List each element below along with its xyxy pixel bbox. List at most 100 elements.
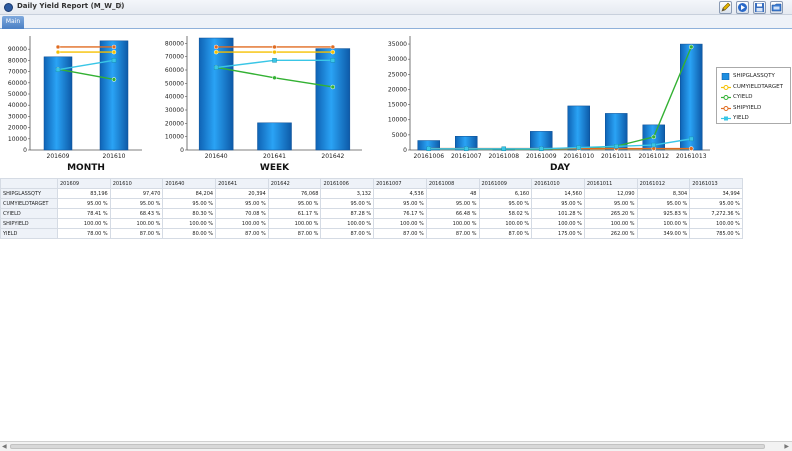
point-cumyieldtarget-201609[interactable] bbox=[55, 49, 61, 55]
table-cell[interactable]: 83,196 bbox=[57, 188, 111, 199]
table-cell[interactable]: 78.00 % bbox=[57, 228, 111, 239]
table-cell[interactable]: 84,204 bbox=[162, 188, 217, 199]
bar-201640[interactable] bbox=[198, 37, 234, 151]
table-cell[interactable]: 175.00 % bbox=[531, 228, 585, 239]
table-cell[interactable]: 100.00 % bbox=[373, 218, 427, 229]
play-button[interactable] bbox=[736, 1, 749, 14]
save-button[interactable] bbox=[753, 1, 766, 14]
point-cumyieldtarget-201642[interactable] bbox=[330, 49, 336, 55]
table-cell[interactable]: 95.00 % bbox=[373, 198, 427, 209]
point-cumyieldtarget-201610[interactable] bbox=[111, 49, 117, 55]
table-cell[interactable]: 66.48 % bbox=[425, 208, 480, 219]
table-cell[interactable]: 34,994 bbox=[689, 188, 743, 199]
table-cell[interactable]: 61.17 % bbox=[267, 208, 322, 219]
bar-201609[interactable] bbox=[43, 56, 73, 151]
table-cell[interactable]: 12,090 bbox=[583, 188, 638, 199]
column-header[interactable]: 20161007 bbox=[373, 178, 427, 189]
table-cell[interactable]: 80.30 % bbox=[162, 208, 217, 219]
column-header[interactable]: 20161008 bbox=[425, 178, 480, 189]
column-header[interactable]: 201640 bbox=[162, 178, 217, 189]
point-cyield-201641[interactable] bbox=[272, 75, 277, 81]
column-header[interactable]: 201641 bbox=[215, 178, 269, 189]
table-cell[interactable]: 87.00 % bbox=[215, 228, 269, 239]
table-cell[interactable]: 6,160 bbox=[478, 188, 533, 199]
table-cell[interactable]: 262.00 % bbox=[583, 228, 638, 239]
point-shipyield-20161013[interactable] bbox=[689, 146, 694, 151]
bar-201642[interactable] bbox=[315, 48, 351, 151]
column-header[interactable]: 20161006 bbox=[320, 178, 375, 189]
table-cell[interactable]: 76.17 % bbox=[373, 208, 427, 219]
table-cell[interactable]: 78.41 % bbox=[57, 208, 111, 219]
point-yield-20161010[interactable] bbox=[576, 145, 581, 150]
point-shipyield-201609[interactable] bbox=[55, 44, 61, 50]
table-cell[interactable]: 95.00 % bbox=[425, 198, 480, 209]
table-cell[interactable]: 87.28 % bbox=[320, 208, 375, 219]
scrollbar-thumb[interactable] bbox=[10, 444, 765, 449]
point-shipyield-201641[interactable] bbox=[272, 44, 277, 50]
scroll-right-icon[interactable]: ▶ bbox=[784, 443, 789, 450]
table-cell[interactable]: 58.02 % bbox=[478, 208, 533, 219]
table-cell[interactable]: 95.00 % bbox=[267, 198, 322, 209]
table-cell[interactable]: 8,304 bbox=[636, 188, 691, 199]
table-cell[interactable]: 100.00 % bbox=[215, 218, 269, 229]
table-cell[interactable]: 100.00 % bbox=[583, 218, 638, 229]
point-cyield-201610[interactable] bbox=[111, 77, 117, 82]
point-yield-20161011[interactable] bbox=[614, 144, 619, 149]
table-cell[interactable]: 100.00 % bbox=[478, 218, 533, 229]
point-yield-20161013[interactable] bbox=[689, 136, 694, 142]
point-yield-201609[interactable] bbox=[55, 67, 61, 72]
point-shipyield-201642[interactable] bbox=[330, 44, 336, 50]
tab-main[interactable]: Main bbox=[2, 16, 24, 29]
table-cell[interactable]: 349.00 % bbox=[636, 228, 691, 239]
table-cell[interactable]: 100.00 % bbox=[689, 218, 743, 229]
table-cell[interactable]: 95.00 % bbox=[583, 198, 638, 209]
table-cell[interactable]: 4,536 bbox=[373, 188, 427, 199]
table-cell[interactable]: 48 bbox=[425, 188, 480, 199]
table-cell[interactable]: 95.00 % bbox=[215, 198, 269, 209]
column-header[interactable]: 20161010 bbox=[531, 178, 585, 189]
table-cell[interactable]: 95.00 % bbox=[57, 198, 111, 209]
bar-20161013[interactable] bbox=[680, 43, 703, 151]
table-cell[interactable]: 87.00 % bbox=[109, 228, 164, 239]
point-yield-20161006[interactable] bbox=[426, 146, 431, 152]
table-cell[interactable]: 20,394 bbox=[215, 188, 269, 199]
point-yield-201641[interactable] bbox=[272, 58, 277, 63]
point-yield-201640[interactable] bbox=[213, 65, 219, 70]
table-cell[interactable]: 70.08 % bbox=[215, 208, 269, 219]
table-cell[interactable]: 97,470 bbox=[109, 188, 164, 199]
table-cell[interactable]: 100.00 % bbox=[267, 218, 322, 229]
table-cell[interactable]: 87.00 % bbox=[267, 228, 322, 239]
star-icon[interactable]: ☆ bbox=[116, 1, 125, 12]
table-cell[interactable]: 87.00 % bbox=[425, 228, 480, 239]
column-header[interactable]: 20161011 bbox=[583, 178, 638, 189]
point-cyield-201642[interactable] bbox=[330, 84, 336, 90]
point-cumyieldtarget-201641[interactable] bbox=[272, 49, 277, 55]
table-cell[interactable]: 100.00 % bbox=[320, 218, 375, 229]
point-yield-20161012[interactable] bbox=[651, 142, 656, 148]
point-shipyield-201610[interactable] bbox=[111, 44, 117, 50]
table-cell[interactable]: 100.00 % bbox=[57, 218, 111, 229]
table-cell[interactable]: 100.00 % bbox=[531, 218, 585, 229]
point-yield-20161009[interactable] bbox=[539, 146, 544, 152]
table-cell[interactable]: 95.00 % bbox=[320, 198, 375, 209]
table-cell[interactable]: 87.00 % bbox=[373, 228, 427, 239]
table-cell[interactable]: 80.00 % bbox=[162, 228, 217, 239]
table-cell[interactable]: 95.00 % bbox=[162, 198, 217, 209]
table-cell[interactable]: 100.00 % bbox=[109, 218, 164, 229]
point-shipyield-201640[interactable] bbox=[213, 44, 219, 50]
bar-20161010[interactable] bbox=[567, 105, 590, 151]
horizontal-scrollbar[interactable]: ◀ ▶ bbox=[0, 441, 792, 451]
point-yield-20161008[interactable] bbox=[501, 146, 506, 152]
table-cell[interactable]: 101.28 % bbox=[531, 208, 585, 219]
table-cell[interactable]: 95.00 % bbox=[478, 198, 533, 209]
table-cell[interactable]: 100.00 % bbox=[162, 218, 217, 229]
table-cell[interactable]: 100.00 % bbox=[425, 218, 480, 229]
table-cell[interactable]: 95.00 % bbox=[109, 198, 164, 209]
table-cell[interactable]: 925.83 % bbox=[636, 208, 691, 219]
column-header[interactable]: 20161013 bbox=[689, 178, 743, 189]
table-cell[interactable]: 95.00 % bbox=[689, 198, 743, 209]
table-cell[interactable]: 7,272.36 % bbox=[689, 208, 743, 219]
table-cell[interactable]: 95.00 % bbox=[531, 198, 585, 209]
point-cyield-20161012[interactable] bbox=[651, 134, 656, 140]
table-cell[interactable]: 14,560 bbox=[531, 188, 585, 199]
